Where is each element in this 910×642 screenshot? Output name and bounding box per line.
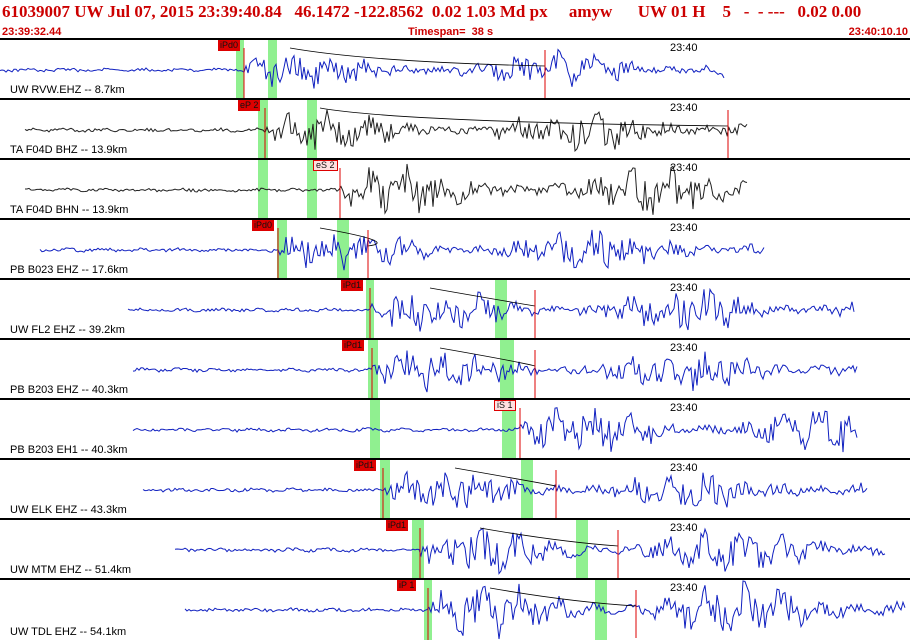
seismogram-panel[interactable]: 23:40 eS 2 TA F04D BHN -- 13.9km bbox=[0, 158, 910, 218]
waveform-trace bbox=[133, 351, 857, 393]
panel-time-label: 23:40 bbox=[670, 342, 698, 354]
timespan-label: Timespan= 38 s bbox=[408, 26, 493, 38]
header-bar: 61039007 UW Jul 07, 2015 23:39:40.84 46.… bbox=[0, 0, 910, 40]
channel-label: UW FL2 EHZ -- 39.2km bbox=[10, 324, 125, 336]
waveform-canvas[interactable] bbox=[0, 220, 910, 280]
seismogram-panel[interactable]: 23:40 iPd1 UW ELK EHZ -- 43.3km bbox=[0, 458, 910, 518]
panel-time-label: 23:40 bbox=[670, 582, 698, 594]
panel-time-label: 23:40 bbox=[670, 42, 698, 54]
phase-pick-flag[interactable]: eS 2 bbox=[313, 160, 338, 171]
waveform-trace bbox=[25, 110, 747, 151]
phase-pick-flag[interactable]: iPd1 bbox=[354, 460, 376, 471]
waveform-canvas[interactable] bbox=[0, 100, 910, 160]
seismogram-panels: 23:40 iPd0 UW RVW.EHZ -- 8.7km 23:40 eP … bbox=[0, 38, 910, 640]
coda-curve bbox=[440, 348, 535, 366]
seismogram-panel[interactable]: 23:40 eP 2 TA F04D BHZ -- 13.9km bbox=[0, 98, 910, 158]
channel-label: PB B203 EH1 -- 40.3km bbox=[10, 444, 127, 456]
waveform-canvas[interactable] bbox=[0, 280, 910, 340]
phase-pick-flag[interactable]: iPd1 bbox=[342, 340, 364, 351]
end-time-label: 23:40:10.10 bbox=[849, 26, 908, 38]
seismogram-panel[interactable]: 23:40 iS 1 PB B203 EH1 -- 40.3km bbox=[0, 398, 910, 458]
coda-curve bbox=[455, 468, 556, 486]
waveform-trace bbox=[0, 50, 724, 89]
waveform-canvas[interactable] bbox=[0, 340, 910, 400]
pick-window bbox=[337, 220, 349, 280]
waveform-trace bbox=[25, 164, 747, 215]
coda-curve bbox=[490, 588, 636, 606]
panel-time-label: 23:40 bbox=[670, 282, 698, 294]
event-summary-title: 61039007 UW Jul 07, 2015 23:39:40.84 46.… bbox=[2, 2, 861, 22]
waveform-trace bbox=[185, 581, 905, 639]
phase-pick-flag[interactable]: iP 1 bbox=[397, 580, 416, 591]
phase-pick-flag[interactable]: iPd0 bbox=[218, 40, 240, 51]
phase-pick-flag[interactable]: iPd1 bbox=[386, 520, 408, 531]
phase-pick-flag[interactable]: iPd1 bbox=[341, 280, 363, 291]
channel-label: TA F04D BHZ -- 13.9km bbox=[10, 144, 127, 156]
waveform-canvas[interactable] bbox=[0, 580, 910, 642]
panel-time-label: 23:40 bbox=[670, 522, 698, 534]
waveform-canvas[interactable] bbox=[0, 520, 910, 580]
start-time-label: 23:39:32.44 bbox=[2, 26, 61, 38]
channel-label: PB B023 EHZ -- 17.6km bbox=[10, 264, 128, 276]
waveform-canvas[interactable] bbox=[0, 460, 910, 520]
waveform-canvas[interactable] bbox=[0, 160, 910, 220]
channel-label: UW RVW.EHZ -- 8.7km bbox=[10, 84, 125, 96]
waveform-canvas[interactable] bbox=[0, 400, 910, 460]
pick-window bbox=[495, 280, 507, 340]
panel-time-label: 23:40 bbox=[670, 222, 698, 234]
channel-label: PB B203 EHZ -- 40.3km bbox=[10, 384, 128, 396]
channel-label: UW TDL EHZ -- 54.1km bbox=[10, 626, 126, 638]
panel-time-label: 23:40 bbox=[670, 162, 698, 174]
waveform-trace bbox=[128, 289, 854, 331]
waveform-trace bbox=[143, 472, 867, 508]
coda-curve bbox=[290, 48, 545, 66]
waveform-trace bbox=[133, 408, 857, 452]
seismogram-panel[interactable]: 23:40 iPd0 UW RVW.EHZ -- 8.7km bbox=[0, 38, 910, 98]
phase-pick-flag[interactable]: eP 2 bbox=[238, 100, 260, 111]
waveform-trace bbox=[40, 230, 764, 270]
seismogram-panel[interactable]: 23:40 iPd1 UW MTM EHZ -- 51.4km bbox=[0, 518, 910, 578]
channel-label: TA F04D BHN -- 13.9km bbox=[10, 204, 128, 216]
pick-window bbox=[268, 40, 277, 100]
seismogram-panel[interactable]: 23:40 iP 1 UW TDL EHZ -- 54.1km bbox=[0, 578, 910, 640]
pick-window bbox=[576, 520, 588, 580]
channel-label: UW MTM EHZ -- 51.4km bbox=[10, 564, 131, 576]
panel-time-label: 23:40 bbox=[670, 462, 698, 474]
seismogram-panel[interactable]: 23:40 iPd1 PB B203 EHZ -- 40.3km bbox=[0, 338, 910, 398]
seismogram-panel[interactable]: 23:40 iPd1 UW FL2 EHZ -- 39.2km bbox=[0, 278, 910, 338]
panel-time-label: 23:40 bbox=[670, 102, 698, 114]
seismogram-panel[interactable]: 23:40 iPd0 PB B023 EHZ -- 17.6km bbox=[0, 218, 910, 278]
panel-time-label: 23:40 bbox=[670, 402, 698, 414]
waveform-trace bbox=[175, 528, 885, 573]
phase-pick-flag[interactable]: iPd0 bbox=[252, 220, 274, 231]
pick-window bbox=[521, 460, 533, 520]
waveform-canvas[interactable] bbox=[0, 40, 910, 100]
phase-pick-flag[interactable]: iS 1 bbox=[494, 400, 516, 411]
coda-curve bbox=[480, 528, 618, 546]
channel-label: UW ELK EHZ -- 43.3km bbox=[10, 504, 127, 516]
